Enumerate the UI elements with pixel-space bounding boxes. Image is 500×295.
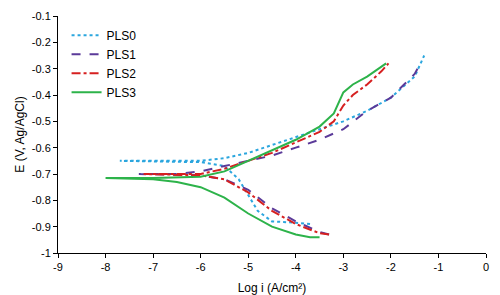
svg-text:-2: -2 [386,261,396,273]
svg-text:Log i (A/cm²): Log i (A/cm²) [238,281,307,295]
svg-text:-0.3: -0.3 [32,63,51,75]
svg-text:-0.8: -0.8 [32,194,51,206]
svg-text:-3: -3 [338,261,348,273]
svg-text:-0.6: -0.6 [32,142,51,154]
svg-text:-0.9: -0.9 [32,221,51,233]
svg-text:-0.1: -0.1 [32,10,51,22]
svg-text:-6: -6 [196,261,206,273]
svg-text:-1: -1 [434,261,444,273]
svg-text:PLS0: PLS0 [107,29,137,43]
svg-text:-0.5: -0.5 [32,115,51,127]
svg-text:PLS2: PLS2 [107,67,137,81]
svg-text:-0.2: -0.2 [32,36,51,48]
svg-text:-4: -4 [291,261,301,273]
svg-text:-8: -8 [101,261,111,273]
svg-text:-1: -1 [41,247,51,259]
svg-text:0: 0 [483,261,489,273]
svg-text:PLS3: PLS3 [107,86,137,100]
svg-text:-7: -7 [148,261,158,273]
svg-text:PLS1: PLS1 [107,48,137,62]
svg-text:-5: -5 [243,261,253,273]
svg-text:E (V, Ag/AgCl): E (V, Ag/AgCl) [13,96,27,172]
svg-text:-9: -9 [53,261,63,273]
svg-text:-0.4: -0.4 [32,89,51,101]
svg-text:-0.7: -0.7 [32,168,51,180]
